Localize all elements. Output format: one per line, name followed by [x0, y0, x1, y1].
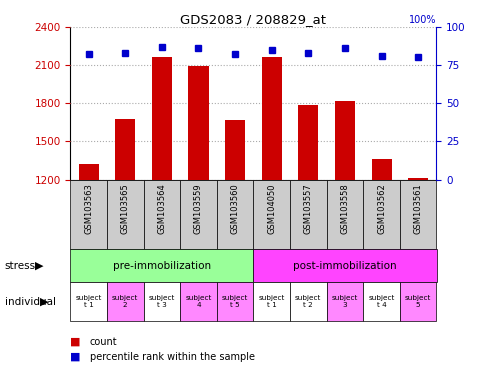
Bar — [151, 58, 172, 180]
Bar — [70, 180, 106, 249]
Text: individual: individual — [5, 296, 56, 306]
Text: GSM103561: GSM103561 — [413, 183, 422, 234]
Bar — [399, 283, 436, 321]
Text: stress: stress — [5, 261, 36, 271]
Text: subject
t 1: subject t 1 — [258, 295, 284, 308]
Bar — [143, 283, 180, 321]
Bar — [289, 283, 326, 321]
Text: pre-immobilization: pre-immobilization — [113, 261, 211, 271]
Bar — [216, 283, 253, 321]
Bar — [253, 283, 289, 321]
Bar — [253, 249, 436, 283]
Text: ▶: ▶ — [35, 261, 44, 271]
Text: GSM103558: GSM103558 — [340, 183, 349, 234]
Text: subject
4: subject 4 — [185, 295, 211, 308]
Bar — [326, 180, 363, 249]
Bar — [399, 180, 436, 249]
Text: subject
t 5: subject t 5 — [222, 295, 248, 308]
Text: subject
t 2: subject t 2 — [295, 295, 321, 308]
Bar — [407, 178, 427, 180]
Bar — [298, 104, 318, 180]
Text: subject
t 1: subject t 1 — [76, 295, 102, 308]
Bar — [371, 159, 391, 180]
Bar — [225, 120, 245, 180]
Text: count: count — [90, 337, 117, 347]
Bar — [143, 180, 180, 249]
Text: ■: ■ — [70, 337, 81, 347]
Text: GSM103562: GSM103562 — [376, 183, 385, 234]
Bar — [326, 283, 363, 321]
Text: GSM103564: GSM103564 — [157, 183, 166, 234]
Text: subject
5: subject 5 — [404, 295, 430, 308]
Bar — [106, 283, 143, 321]
Text: GSM104050: GSM104050 — [267, 183, 276, 233]
Bar — [78, 164, 99, 180]
Text: subject
t 3: subject t 3 — [149, 295, 175, 308]
Bar — [253, 180, 289, 249]
Bar — [115, 119, 135, 180]
Text: subject
t 4: subject t 4 — [368, 295, 394, 308]
Text: subject
3: subject 3 — [331, 295, 357, 308]
Text: GSM103563: GSM103563 — [84, 183, 93, 234]
Bar — [188, 66, 208, 180]
Text: percentile rank within the sample: percentile rank within the sample — [90, 352, 254, 362]
Bar — [70, 283, 106, 321]
Bar — [180, 180, 216, 249]
Text: GSM103559: GSM103559 — [194, 183, 203, 234]
Bar — [289, 180, 326, 249]
Text: 100%: 100% — [408, 15, 436, 25]
Text: ■: ■ — [70, 352, 81, 362]
Title: GDS2083 / 208829_at: GDS2083 / 208829_at — [180, 13, 326, 26]
Text: ▶: ▶ — [40, 296, 48, 306]
Bar — [261, 58, 281, 180]
Bar — [70, 249, 253, 283]
Text: post-immobilization: post-immobilization — [292, 261, 396, 271]
Text: subject
2: subject 2 — [112, 295, 138, 308]
Text: GSM103565: GSM103565 — [121, 183, 130, 234]
Bar — [106, 180, 143, 249]
Text: GSM103557: GSM103557 — [303, 183, 312, 234]
Text: GSM103560: GSM103560 — [230, 183, 239, 234]
Bar — [363, 283, 399, 321]
Bar — [216, 180, 253, 249]
Bar — [363, 180, 399, 249]
Bar — [334, 101, 354, 180]
Bar — [180, 283, 216, 321]
